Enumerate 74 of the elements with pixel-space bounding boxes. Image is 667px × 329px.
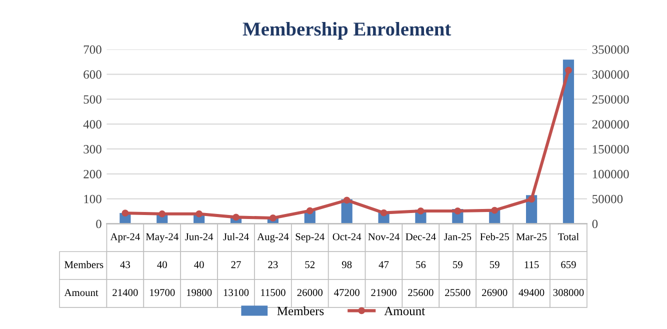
data-label: 52 bbox=[305, 261, 315, 268]
y2-tick-label: 150000 bbox=[592, 145, 629, 154]
y2-tick-label: 50000 bbox=[592, 194, 623, 204]
y2-tick-label: 100000 bbox=[592, 170, 629, 178]
x-tick-label: Oct-24 bbox=[332, 233, 362, 240]
x-tick-label: May-24 bbox=[146, 233, 178, 242]
data-label: 21400 bbox=[112, 289, 138, 296]
data-label: 27 bbox=[231, 261, 241, 268]
y-tick-label: 0 bbox=[96, 220, 102, 228]
y-tick-label: 500 bbox=[84, 95, 102, 104]
y-tick-label: 100 bbox=[84, 194, 102, 204]
data-label: 21900 bbox=[371, 289, 396, 296]
data-label: 23 bbox=[268, 261, 278, 268]
data-label: 43 bbox=[120, 261, 130, 268]
x-tick-label: Feb-25 bbox=[480, 232, 509, 240]
data-label: 13100 bbox=[224, 289, 249, 296]
data-label: 98 bbox=[342, 261, 352, 268]
point bbox=[122, 210, 129, 217]
point bbox=[158, 210, 166, 218]
y2-tick-label: 350000 bbox=[592, 45, 629, 54]
point bbox=[417, 207, 424, 214]
data-label: 25500 bbox=[445, 289, 470, 296]
point bbox=[232, 214, 240, 221]
y-tick-label: 200 bbox=[84, 170, 102, 178]
data-label: 59 bbox=[453, 261, 462, 268]
data-label: 11500 bbox=[261, 289, 286, 296]
data-label: 115 bbox=[524, 261, 539, 268]
x-tick-label: Aug-24 bbox=[257, 233, 289, 242]
point bbox=[454, 208, 462, 214]
data-label: 40 bbox=[194, 261, 204, 268]
y2-tick-label: 200000 bbox=[592, 120, 629, 129]
data-label: 26000 bbox=[297, 289, 323, 296]
x-tick-label: Nov-24 bbox=[368, 233, 400, 240]
x-tick-label: Dec-24 bbox=[406, 233, 436, 240]
x-tick-label: Jul-24 bbox=[223, 232, 249, 240]
x-tick-label: Mar-25 bbox=[516, 233, 547, 240]
chart-title: Membership Enrolement bbox=[242, 22, 452, 40]
legend-label: Members bbox=[277, 306, 324, 316]
data-label: 25600 bbox=[408, 289, 434, 296]
legend-label: Amount bbox=[384, 306, 426, 316]
text: Amount bbox=[64, 289, 98, 296]
x-tick-label: Sep-24 bbox=[296, 233, 324, 242]
y2-tick-label: 0 bbox=[592, 220, 598, 228]
data-label: 47 bbox=[378, 261, 389, 268]
data-label: 26900 bbox=[482, 289, 508, 296]
bar bbox=[562, 60, 574, 224]
point bbox=[491, 206, 498, 214]
x-tick-label: Jun-24 bbox=[185, 233, 214, 240]
y2-tick-label: 250000 bbox=[592, 95, 629, 104]
point bbox=[343, 196, 350, 204]
data-label: 19800 bbox=[186, 289, 212, 296]
x-tick-label: Total bbox=[558, 232, 579, 240]
y-tick-label: 300 bbox=[84, 145, 102, 154]
data-label: 49400 bbox=[518, 289, 544, 296]
data-label: 59 bbox=[490, 261, 500, 268]
data-label: 40 bbox=[157, 261, 167, 268]
data-label: 308000 bbox=[553, 289, 584, 296]
point bbox=[528, 196, 536, 203]
x-tick-label: Jan-25 bbox=[444, 233, 472, 240]
text: Members bbox=[64, 260, 104, 268]
point bbox=[380, 209, 388, 216]
data-label: 19700 bbox=[150, 289, 175, 296]
point bbox=[196, 210, 203, 218]
data-label: 659 bbox=[561, 261, 576, 268]
y2-tick-label: 300000 bbox=[592, 70, 629, 79]
y-tick-label: 600 bbox=[84, 70, 102, 79]
point bbox=[269, 214, 276, 222]
data-label: 56 bbox=[416, 261, 426, 268]
point bbox=[306, 207, 314, 214]
x-tick-label: Apr-24 bbox=[110, 233, 140, 242]
y-tick-label: 700 bbox=[84, 45, 102, 54]
data-label: 47200 bbox=[334, 289, 360, 296]
point bbox=[565, 66, 572, 74]
y-tick-label: 400 bbox=[83, 120, 102, 129]
